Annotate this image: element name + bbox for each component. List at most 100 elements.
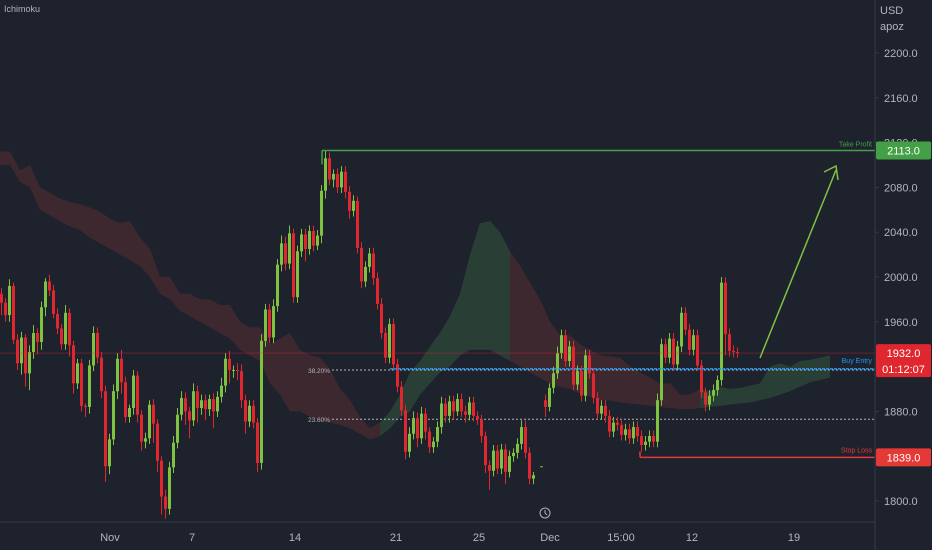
- candle[interactable]: [280, 235, 283, 272]
- candle[interactable]: [396, 358, 399, 393]
- clock-icon[interactable]: [539, 507, 551, 519]
- candle[interactable]: [4, 298, 7, 322]
- candle[interactable]: [540, 466, 543, 468]
- candle[interactable]: [288, 225, 291, 270]
- candle[interactable]: [572, 340, 575, 391]
- candle[interactable]: [72, 340, 75, 394]
- candle[interactable]: [376, 272, 379, 310]
- candle[interactable]: [672, 333, 675, 370]
- candle[interactable]: [180, 391, 183, 421]
- candle[interactable]: [432, 437, 435, 453]
- candle[interactable]: [24, 334, 27, 387]
- candle[interactable]: [516, 438, 519, 459]
- candle[interactable]: [404, 404, 407, 460]
- candle[interactable]: [588, 349, 591, 379]
- candle[interactable]: [676, 340, 679, 370]
- candle[interactable]: [132, 369, 135, 415]
- indicator-label[interactable]: Ichimoku: [4, 4, 41, 14]
- take-profit-badge[interactable]: 2113.0: [876, 141, 931, 160]
- candle[interactable]: [124, 376, 127, 423]
- candle[interactable]: [548, 383, 551, 412]
- candle[interactable]: [176, 408, 179, 449]
- candle[interactable]: [592, 367, 595, 404]
- candle[interactable]: [344, 166, 347, 199]
- candle[interactable]: [96, 327, 99, 364]
- candle[interactable]: [464, 405, 467, 423]
- candle[interactable]: [440, 396, 443, 434]
- candle[interactable]: [316, 229, 319, 251]
- candle[interactable]: [264, 303, 267, 347]
- candle[interactable]: [332, 169, 335, 188]
- candle[interactable]: [36, 328, 39, 355]
- candle[interactable]: [556, 346, 559, 379]
- candle[interactable]: [232, 365, 235, 378]
- candle[interactable]: [100, 352, 103, 398]
- candle[interactable]: [660, 338, 663, 406]
- candle[interactable]: [64, 305, 67, 350]
- candle[interactable]: [296, 245, 299, 303]
- candle[interactable]: [348, 186, 351, 219]
- candle[interactable]: [32, 325, 35, 359]
- candle[interactable]: [616, 417, 619, 431]
- candle[interactable]: [492, 445, 495, 477]
- candle[interactable]: [728, 328, 731, 357]
- candle[interactable]: [664, 338, 667, 364]
- candle[interactable]: [104, 385, 107, 482]
- candle[interactable]: [624, 423, 627, 441]
- candle[interactable]: [696, 329, 699, 372]
- candle[interactable]: [500, 443, 503, 475]
- candle[interactable]: [8, 279, 11, 322]
- candle[interactable]: [384, 327, 387, 364]
- candle[interactable]: [128, 404, 131, 423]
- candle[interactable]: [544, 394, 547, 417]
- candle[interactable]: [636, 421, 639, 442]
- candle[interactable]: [612, 417, 615, 438]
- candle[interactable]: [0, 288, 3, 316]
- candle[interactable]: [208, 394, 211, 416]
- candle[interactable]: [184, 392, 187, 425]
- candle[interactable]: [652, 430, 655, 448]
- candle[interactable]: [472, 396, 475, 422]
- candle[interactable]: [532, 471, 535, 485]
- candle[interactable]: [552, 366, 555, 394]
- candle[interactable]: [520, 420, 523, 450]
- candle[interactable]: [152, 399, 155, 443]
- candle[interactable]: [640, 430, 643, 452]
- candle[interactable]: [312, 225, 315, 252]
- candle[interactable]: [368, 247, 371, 273]
- candle[interactable]: [156, 419, 159, 472]
- candle[interactable]: [116, 353, 119, 400]
- candle[interactable]: [584, 349, 587, 402]
- candle[interactable]: [360, 242, 363, 289]
- candle[interactable]: [300, 228, 303, 257]
- candle[interactable]: [244, 394, 247, 434]
- candle[interactable]: [56, 308, 59, 335]
- candle[interactable]: [236, 363, 239, 381]
- candle[interactable]: [160, 456, 163, 515]
- candle[interactable]: [428, 427, 431, 453]
- candle[interactable]: [164, 489, 167, 519]
- candle[interactable]: [196, 385, 199, 423]
- candle[interactable]: [136, 371, 139, 423]
- candle[interactable]: [680, 307, 683, 353]
- stop-loss-badge[interactable]: 1839.0: [876, 448, 931, 467]
- candle[interactable]: [444, 397, 447, 423]
- candle[interactable]: [412, 411, 415, 440]
- candle[interactable]: [200, 394, 203, 415]
- candle[interactable]: [468, 396, 471, 421]
- candle[interactable]: [228, 350, 231, 384]
- candle[interactable]: [92, 326, 95, 372]
- candle[interactable]: [28, 345, 31, 391]
- candle[interactable]: [388, 318, 391, 364]
- candle[interactable]: [564, 329, 567, 367]
- candle[interactable]: [84, 403, 87, 417]
- candle[interactable]: [512, 448, 515, 462]
- candlesticks[interactable]: [0, 150, 739, 519]
- candle[interactable]: [188, 406, 191, 439]
- candle[interactable]: [596, 392, 599, 420]
- candle[interactable]: [144, 432, 147, 449]
- candle[interactable]: [172, 436, 175, 473]
- candle[interactable]: [420, 406, 423, 444]
- candle[interactable]: [408, 427, 411, 458]
- candle[interactable]: [632, 421, 635, 444]
